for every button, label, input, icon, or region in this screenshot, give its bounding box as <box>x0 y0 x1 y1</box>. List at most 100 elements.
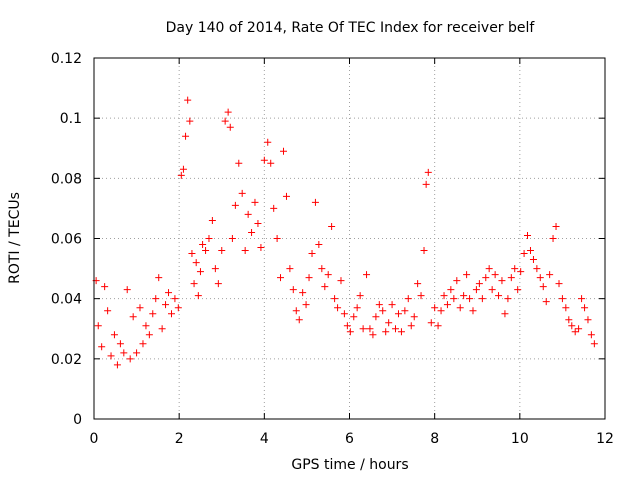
data-point <box>277 274 285 282</box>
data-point <box>407 322 415 330</box>
data-point <box>375 301 383 309</box>
data-point <box>363 271 371 279</box>
data-point <box>440 292 448 300</box>
data-point <box>194 292 202 300</box>
data-point <box>126 355 134 363</box>
data-point <box>340 310 348 318</box>
data-point <box>555 280 563 288</box>
x-tick-label: 2 <box>175 431 184 447</box>
data-point <box>244 210 252 218</box>
data-point <box>184 96 192 104</box>
data-point <box>504 295 512 303</box>
data-point <box>208 216 216 224</box>
data-point <box>155 274 163 282</box>
data-point <box>136 304 144 312</box>
x-tick-label: 10 <box>511 431 529 447</box>
data-point <box>171 295 179 303</box>
data-point <box>149 310 157 318</box>
data-point <box>590 340 598 348</box>
data-point <box>539 283 547 291</box>
data-point <box>542 298 550 306</box>
data-point <box>437 307 445 315</box>
data-point <box>308 250 316 258</box>
data-point <box>282 192 290 200</box>
data-point <box>177 171 185 179</box>
y-tick-label: 0.02 <box>51 352 82 368</box>
data-point <box>443 301 451 309</box>
data-point <box>110 331 118 339</box>
data-point <box>107 352 115 360</box>
data-point <box>113 361 121 369</box>
data-point <box>498 277 506 285</box>
data-point <box>578 295 586 303</box>
data-point <box>295 316 303 324</box>
data-point <box>546 271 554 279</box>
data-point <box>205 235 213 242</box>
data-point <box>517 268 525 276</box>
data-point <box>501 310 509 318</box>
data-point <box>257 244 265 252</box>
x-tick-label: 12 <box>596 431 614 447</box>
data-point <box>226 123 234 131</box>
data-point <box>334 304 342 312</box>
data-point <box>133 349 141 357</box>
data-point <box>158 325 166 333</box>
data-point <box>152 295 160 303</box>
data-point <box>394 310 402 318</box>
axis-ticks: 0 2 4 6 8 10 12 0 0.02 0.04 0.06 0.08 0.1 0.12 <box>51 51 614 447</box>
data-point <box>199 241 207 249</box>
y-tick-label: 0.08 <box>51 171 82 187</box>
data-point <box>447 286 455 294</box>
data-point <box>251 198 259 206</box>
data-point <box>581 304 589 312</box>
data-point <box>186 117 194 125</box>
data-point <box>228 235 236 242</box>
data-point <box>331 295 339 303</box>
data-point <box>460 292 468 300</box>
data-point <box>299 289 307 297</box>
data-point <box>491 271 499 279</box>
data-point <box>196 268 204 276</box>
y-tick-label: 0 <box>73 412 82 428</box>
data-point <box>174 304 182 312</box>
data-point <box>571 328 579 336</box>
x-tick-label: 4 <box>260 431 269 447</box>
x-axis-label: GPS time / hours <box>291 457 408 473</box>
data-point <box>116 340 124 348</box>
data-point <box>404 295 412 303</box>
data-point <box>129 313 137 321</box>
data-point <box>478 295 486 303</box>
data-point <box>120 349 128 357</box>
data-point <box>162 301 170 309</box>
data-point <box>346 328 354 336</box>
data-point <box>482 274 490 282</box>
data-point <box>188 250 196 258</box>
data-point <box>214 280 222 288</box>
data-point <box>584 316 592 324</box>
data-point <box>104 307 112 315</box>
data-point <box>414 280 422 288</box>
data-point <box>520 250 528 258</box>
data-point <box>270 204 278 212</box>
data-point <box>182 132 190 140</box>
data-point <box>324 271 332 279</box>
x-tick-label: 6 <box>345 431 354 447</box>
data-point <box>523 231 531 239</box>
data-point <box>568 322 576 330</box>
data-point <box>529 256 537 264</box>
chart-title: Day 140 of 2014, Rate Of TEC Index for r… <box>166 20 536 36</box>
data-point <box>507 274 515 282</box>
data-point <box>224 108 232 116</box>
data-point <box>565 316 573 324</box>
data-point <box>511 265 519 273</box>
data-point <box>190 280 198 288</box>
data-point <box>273 235 281 242</box>
data-point <box>315 241 323 249</box>
data-point <box>552 222 560 230</box>
data-point <box>533 265 541 273</box>
data-point <box>385 319 393 327</box>
data-point <box>475 280 483 288</box>
data-point <box>321 283 329 291</box>
data-point <box>417 292 425 300</box>
data-point <box>311 198 319 206</box>
